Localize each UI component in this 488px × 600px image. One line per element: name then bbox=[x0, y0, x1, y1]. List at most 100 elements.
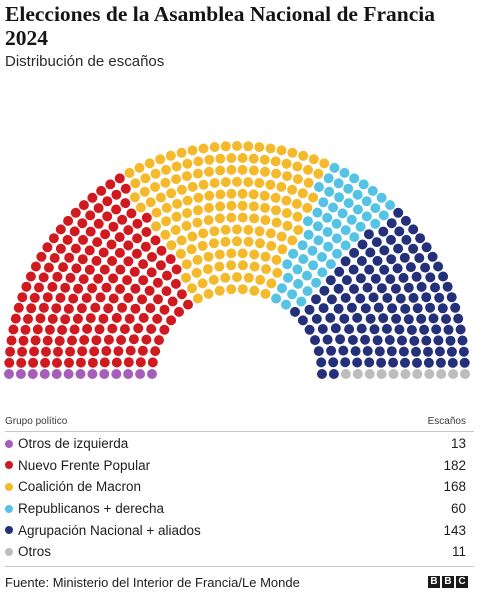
seat-dot bbox=[356, 323, 367, 334]
seat-dot bbox=[328, 202, 339, 213]
seat-dot bbox=[374, 346, 385, 357]
seat-dot bbox=[8, 324, 19, 335]
seat-dot bbox=[265, 179, 276, 190]
seat-dot bbox=[281, 299, 291, 310]
seat-dot bbox=[108, 221, 119, 232]
seat-dot bbox=[138, 275, 149, 286]
legend-entry: Otros de izquierda bbox=[5, 436, 128, 451]
seat-dot bbox=[183, 299, 193, 310]
seat-dot bbox=[47, 313, 58, 324]
seat-dot bbox=[181, 171, 192, 182]
seat-dot bbox=[363, 229, 374, 240]
seat-dot bbox=[220, 177, 231, 188]
seat-dot bbox=[181, 272, 191, 283]
seat-dot bbox=[192, 168, 203, 179]
seat-dot bbox=[35, 313, 46, 324]
seat-dot bbox=[334, 192, 345, 203]
seat-dot bbox=[17, 346, 28, 357]
seat-dot bbox=[421, 335, 432, 346]
seat-dot bbox=[15, 369, 26, 379]
seat-dot bbox=[84, 245, 95, 256]
seat-dot bbox=[135, 202, 146, 213]
seat-dot bbox=[70, 243, 81, 254]
seat-dot bbox=[276, 231, 287, 242]
seat-dot bbox=[394, 324, 405, 335]
seat-dot bbox=[376, 192, 387, 203]
seat-dot bbox=[226, 164, 237, 175]
seat-dot bbox=[350, 346, 361, 357]
seat-dot bbox=[248, 153, 259, 164]
seat-dot bbox=[339, 313, 350, 324]
seat-dot bbox=[78, 200, 89, 211]
seat-dot bbox=[87, 283, 98, 294]
seat-dot bbox=[137, 294, 148, 305]
seat-dot bbox=[152, 313, 163, 324]
seat-dot bbox=[135, 369, 146, 379]
seat-dot bbox=[52, 271, 63, 282]
seat-dot bbox=[332, 248, 343, 259]
party-seats: 60 bbox=[450, 501, 466, 517]
seat-dot bbox=[255, 238, 265, 249]
seat-dot bbox=[318, 303, 329, 314]
seat-dot bbox=[214, 249, 225, 260]
seat-dot bbox=[43, 262, 54, 273]
seat-dot bbox=[156, 245, 167, 256]
legend-swatch-icon bbox=[5, 461, 13, 470]
legend-swatch-icon bbox=[5, 526, 13, 535]
seat-dot bbox=[124, 167, 135, 178]
seat-dot bbox=[352, 189, 363, 200]
seat-dot bbox=[42, 292, 53, 303]
seat-dot bbox=[331, 233, 342, 244]
seat-dot bbox=[310, 335, 320, 346]
seat-dot bbox=[249, 261, 260, 272]
seat-dot bbox=[63, 369, 74, 379]
seat-dot bbox=[232, 272, 242, 283]
seat-dot bbox=[150, 235, 161, 246]
party-name: Agrupación Nacional + aliados bbox=[18, 522, 201, 538]
seat-dot bbox=[296, 296, 307, 307]
seat-dot bbox=[146, 267, 157, 278]
seat-dot bbox=[276, 181, 287, 192]
seat-dot bbox=[343, 198, 354, 209]
seat-dot bbox=[151, 207, 162, 218]
seat-dot bbox=[409, 335, 420, 346]
seat-dot bbox=[96, 185, 107, 196]
seat-dot bbox=[203, 215, 214, 226]
seat-dot bbox=[384, 335, 395, 345]
seat-dot bbox=[79, 335, 90, 345]
seat-dot bbox=[291, 198, 302, 209]
seat-dot bbox=[141, 227, 152, 237]
seat-dot bbox=[427, 251, 438, 262]
seat-dot bbox=[63, 215, 74, 226]
seat-dot bbox=[457, 335, 468, 346]
seat-dot bbox=[386, 346, 397, 357]
seat-dot bbox=[69, 226, 80, 237]
seat-dot bbox=[111, 312, 122, 323]
seat-dot bbox=[400, 357, 410, 368]
seat-dot bbox=[352, 369, 363, 379]
seat-dot bbox=[323, 241, 334, 252]
seat-dot bbox=[408, 292, 419, 303]
seat-dot bbox=[340, 357, 351, 368]
seat-dot bbox=[288, 248, 299, 259]
seat-dot bbox=[281, 158, 292, 169]
seat-dot bbox=[370, 273, 381, 284]
seat-dot bbox=[38, 272, 49, 283]
seat-dot bbox=[130, 303, 141, 314]
seat-dot bbox=[243, 236, 254, 247]
seat-dot bbox=[282, 220, 293, 231]
seat-dot bbox=[49, 253, 60, 263]
seat-dot bbox=[349, 173, 360, 184]
seat-dot bbox=[378, 313, 389, 324]
seat-dot bbox=[308, 260, 319, 271]
seat-dot bbox=[339, 167, 350, 178]
seat-dot bbox=[387, 303, 398, 314]
seat-dot bbox=[400, 369, 411, 379]
seat-dot bbox=[120, 183, 131, 194]
seat-dot bbox=[259, 154, 270, 165]
seat-dot bbox=[166, 188, 177, 199]
seat-dot bbox=[292, 161, 303, 172]
seat-dot bbox=[111, 357, 122, 368]
seat-dot bbox=[317, 324, 328, 334]
seat-dot bbox=[123, 292, 134, 303]
